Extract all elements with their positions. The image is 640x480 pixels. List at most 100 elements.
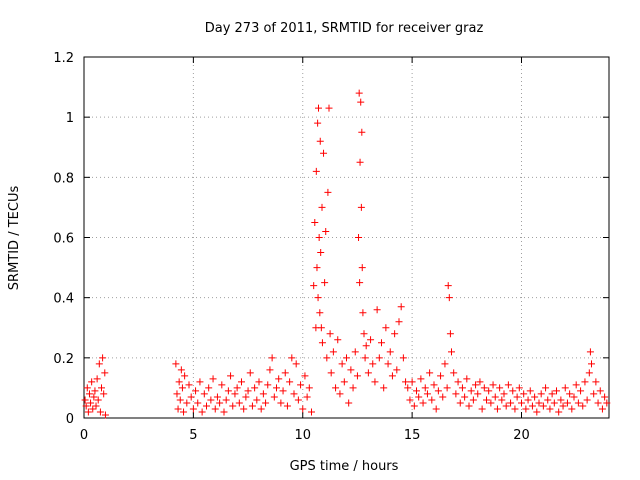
data-point xyxy=(324,188,332,196)
data-point xyxy=(555,408,563,416)
data-point xyxy=(277,399,285,407)
data-point xyxy=(465,402,473,410)
data-point xyxy=(316,137,324,145)
y-tick-label: 0.2 xyxy=(53,352,74,367)
data-point xyxy=(321,279,329,287)
data-point xyxy=(303,393,311,401)
data-point xyxy=(518,399,525,407)
data-point xyxy=(456,399,464,407)
data-point xyxy=(509,387,517,395)
data-point xyxy=(253,396,261,404)
data-point xyxy=(185,381,193,389)
data-point xyxy=(81,396,89,404)
data-point xyxy=(513,393,521,401)
data-point xyxy=(216,399,224,407)
data-point xyxy=(316,309,324,317)
data-point xyxy=(369,360,377,368)
data-point xyxy=(357,98,365,106)
data-point xyxy=(430,381,438,389)
data-point xyxy=(399,354,407,362)
data-point xyxy=(507,399,515,407)
data-point xyxy=(315,234,323,241)
data-point xyxy=(334,336,342,344)
data-point xyxy=(553,387,560,395)
data-point xyxy=(98,384,105,392)
data-point xyxy=(384,360,392,368)
chart-title: Day 273 of 2011, SRMTID for receiver gra… xyxy=(205,21,484,36)
data-point xyxy=(371,378,379,386)
data-point xyxy=(496,384,504,392)
data-point xyxy=(349,384,357,392)
data-point xyxy=(520,390,528,398)
data-point xyxy=(423,390,431,398)
x-tick-label: 15 xyxy=(404,428,421,443)
data-point xyxy=(207,396,215,404)
data-point xyxy=(544,396,552,404)
data-point xyxy=(329,348,337,356)
data-point xyxy=(270,393,278,401)
data-point xyxy=(177,366,185,374)
data-point xyxy=(294,396,302,404)
data-point xyxy=(262,399,270,407)
data-point xyxy=(472,381,480,389)
data-point xyxy=(326,330,334,338)
data-point xyxy=(89,405,97,413)
data-point xyxy=(173,390,181,398)
data-point xyxy=(511,405,519,413)
data-point xyxy=(187,393,195,401)
data-point xyxy=(469,396,477,404)
data-point xyxy=(539,402,547,410)
data-point xyxy=(391,330,399,338)
data-point xyxy=(178,384,186,392)
data-point xyxy=(421,384,429,392)
data-point xyxy=(93,375,101,383)
data-point xyxy=(437,372,445,380)
grid-lines xyxy=(84,57,609,418)
data-point xyxy=(393,366,401,374)
data-point xyxy=(434,387,442,395)
data-point xyxy=(356,158,364,166)
data-point xyxy=(592,378,600,386)
data-point xyxy=(526,387,534,395)
data-point xyxy=(445,294,453,302)
data-point xyxy=(410,402,418,410)
data-point xyxy=(355,234,363,241)
y-tick-label: 1 xyxy=(66,111,74,126)
data-point xyxy=(220,408,228,416)
data-point xyxy=(292,360,300,368)
data-point xyxy=(360,330,368,338)
data-point xyxy=(577,387,585,395)
data-point xyxy=(504,381,512,389)
plot-frame xyxy=(83,56,610,419)
data-point xyxy=(180,408,188,416)
data-point xyxy=(570,393,578,401)
y-tick-label: 1.2 xyxy=(53,51,74,66)
data-point xyxy=(244,387,252,395)
data-point xyxy=(318,339,326,347)
data-point xyxy=(235,399,243,407)
data-point xyxy=(380,384,388,392)
x-axis-label: GPS time / hours xyxy=(290,459,399,474)
data-point xyxy=(91,387,99,395)
data-point xyxy=(279,387,287,395)
data-point xyxy=(586,348,594,356)
data-point xyxy=(535,399,543,407)
data-point xyxy=(502,402,510,410)
data-point xyxy=(87,399,95,407)
axis-ticks: 0 5 10 15 20 0 0.2 0.4 0.6 0.8 1 1.2 xyxy=(53,51,609,443)
data-point xyxy=(515,384,523,392)
data-point xyxy=(359,309,367,317)
data-point xyxy=(94,396,102,404)
data-point xyxy=(101,369,109,377)
data-point xyxy=(598,405,606,413)
data-point xyxy=(246,369,254,377)
data-point xyxy=(283,402,291,410)
data-point xyxy=(340,378,348,386)
data-point xyxy=(426,369,434,377)
y-axis-label: SRMTID / TECUs xyxy=(7,186,22,291)
data-point xyxy=(388,372,396,380)
data-point xyxy=(548,390,556,398)
y-tick-label: 0.6 xyxy=(53,232,74,247)
data-point xyxy=(96,408,104,416)
data-point xyxy=(448,348,455,356)
